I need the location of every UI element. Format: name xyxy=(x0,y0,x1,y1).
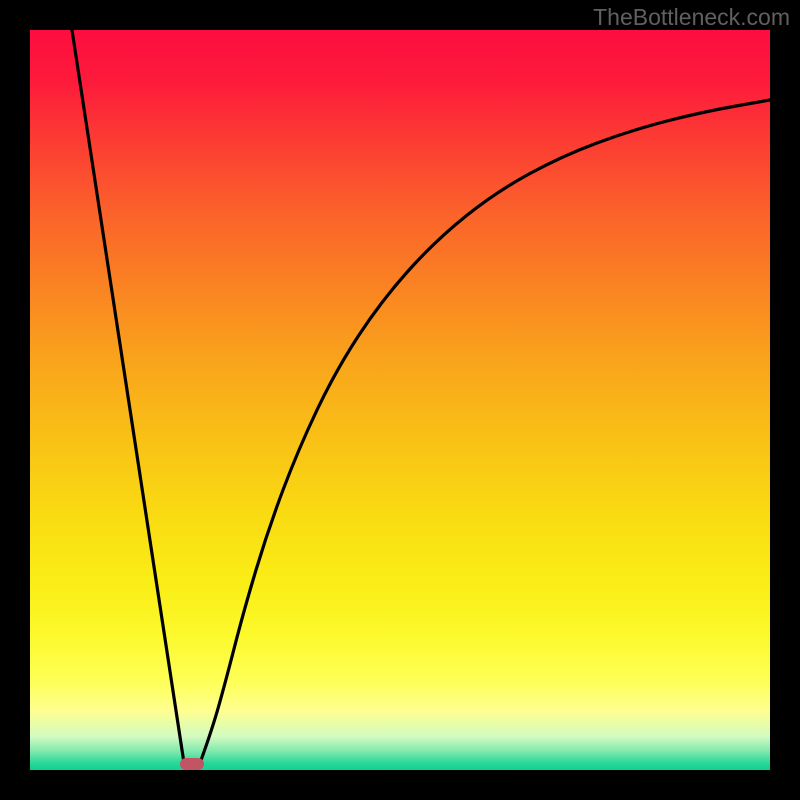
plot-area xyxy=(30,30,770,770)
chart-container: TheBottleneck.com xyxy=(0,0,800,800)
border-right xyxy=(770,0,800,800)
watermark-text: TheBottleneck.com xyxy=(593,4,790,31)
minimum-marker xyxy=(180,758,204,770)
border-bottom xyxy=(0,770,800,800)
bottleneck-curve xyxy=(72,30,770,763)
border-left xyxy=(0,0,30,800)
curve-svg xyxy=(30,30,770,770)
